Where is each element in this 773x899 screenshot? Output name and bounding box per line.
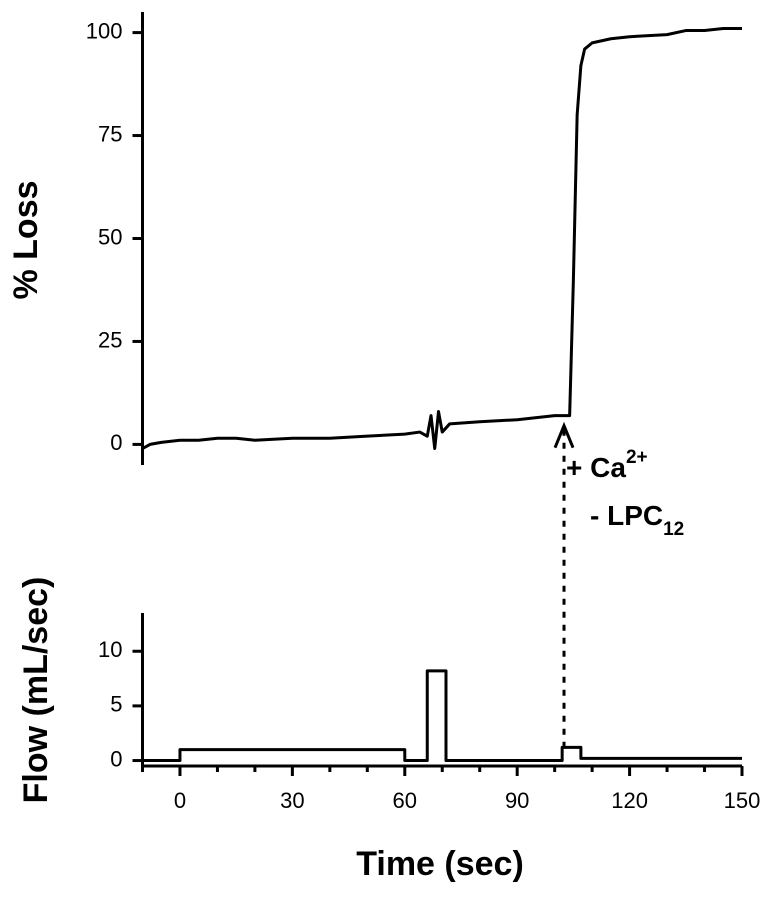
y-tick-label: 100 [86, 18, 123, 43]
y-axis-label: Flow (mL/sec) [17, 577, 55, 804]
annotation-sub: 12 [663, 519, 684, 540]
y-axis-label: % Loss [7, 180, 45, 299]
x-tick-label: 120 [611, 788, 648, 813]
x-tick-label: 30 [280, 788, 304, 813]
y-tick-label: 10 [98, 637, 122, 662]
arrow-head [553, 421, 575, 449]
y-tick-label: 50 [98, 224, 122, 249]
annotation: + Ca2+ [566, 447, 648, 483]
y-tick-label: 0 [110, 430, 122, 455]
y-tick-label: 25 [98, 327, 122, 352]
x-tick-label: 150 [724, 788, 761, 813]
x-tick-label: 60 [393, 788, 417, 813]
y-tick-label: 75 [98, 121, 122, 146]
annotation-text: + Ca [566, 452, 626, 483]
annotation-sup: 2+ [626, 447, 648, 468]
annotation-text: - LPC [590, 500, 663, 531]
data-line [141, 26, 742, 451]
x-axis-label: Time (sec) [356, 845, 524, 883]
data-line [142, 669, 742, 763]
x-tick-label: 0 [174, 788, 186, 813]
annotation: - LPC12 [590, 500, 684, 540]
x-tick-label: 90 [505, 788, 529, 813]
y-tick-label: 5 [110, 692, 122, 717]
y-tick-label: 0 [110, 746, 122, 771]
